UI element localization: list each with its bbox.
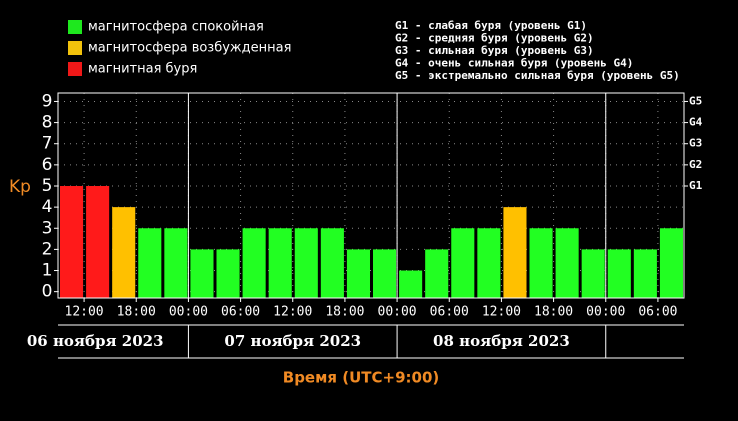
bar [268,228,292,298]
bar [555,228,579,298]
plot-frame [57,92,685,299]
legend-swatch [68,62,82,76]
bar [164,228,188,298]
x-tick-label: 06:00 [221,305,260,320]
x-tick-label: 00:00 [169,305,208,320]
bar [294,228,318,298]
y-tick-label: 6 [42,155,53,175]
bar [60,185,84,298]
x-tick-label: 06:00 [638,305,677,320]
y2-tick-label: G3 [689,137,702,150]
bar [190,249,214,298]
y2-tick-label: G1 [689,179,703,192]
bar [399,270,423,298]
storm-note: G1 - слабая буря (уровень G1) [395,19,587,32]
bar [503,207,527,298]
y-tick-label: 0 [42,282,53,302]
bar [607,249,631,298]
legend-swatch [68,41,82,55]
y-tick-label: 3 [42,218,53,238]
storm-note: G5 - экстремально сильная буря (уровень … [395,69,680,82]
x-tick-label: 12:00 [273,305,312,320]
day-label: 06 ноября 2023 [27,332,164,350]
storm-note: G2 - средняя буря (уровень G2) [395,32,594,45]
bar [320,228,344,298]
x-tick-label: 00:00 [378,305,417,320]
bar [451,228,475,298]
bar [477,228,501,298]
x-tick-label: 12:00 [65,305,104,320]
bar [346,249,370,298]
y-tick-label: 8 [42,113,53,133]
x-tick-label: 06:00 [430,305,469,320]
x-tick-label: 12:00 [482,305,521,320]
y2-tick-label: G2 [689,158,702,171]
bar [425,249,449,298]
x-axis-label: Время (UTC+9:00) [283,369,439,387]
legend-swatch [68,20,82,34]
bar [581,249,605,298]
y-tick-label: 4 [42,197,53,217]
storm-note: G4 - очень сильная буря (уровень G4) [395,57,633,70]
y-tick-label: 9 [42,91,53,111]
bar [216,249,240,298]
y-tick-label: 1 [42,261,53,281]
y-tick-label: 2 [42,239,53,259]
legend-label: магнитосфера возбужденная [88,41,291,56]
y2-tick-label: G5 [689,94,702,107]
bar [242,228,266,298]
legend-label: магнитная буря [88,62,197,77]
day-label: 07 ноября 2023 [224,332,361,350]
bar [86,185,110,298]
x-tick-label: 18:00 [534,305,573,320]
storm-note: G3 - сильная буря (уровень G3) [395,44,594,57]
y2-tick-label: G4 [689,116,703,129]
y-tick-label: 7 [42,134,53,154]
bar [373,249,397,298]
bar [633,249,657,298]
x-tick-label: 18:00 [325,305,364,320]
day-label: 08 ноября 2023 [433,332,570,350]
legend-label: магнитосфера спокойная [88,20,264,35]
bar [138,228,162,298]
x-tick-label: 18:00 [117,305,156,320]
y-axis-label: Kp [9,177,31,197]
y-tick-label: 5 [42,176,53,196]
bar [529,228,553,298]
bar [112,207,136,298]
x-tick-label: 00:00 [586,305,625,320]
bar [659,228,683,298]
